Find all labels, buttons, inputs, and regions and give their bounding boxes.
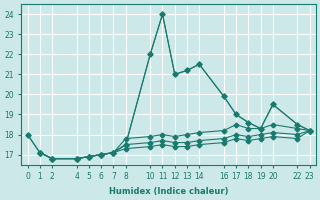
- X-axis label: Humidex (Indice chaleur): Humidex (Indice chaleur): [109, 187, 228, 196]
